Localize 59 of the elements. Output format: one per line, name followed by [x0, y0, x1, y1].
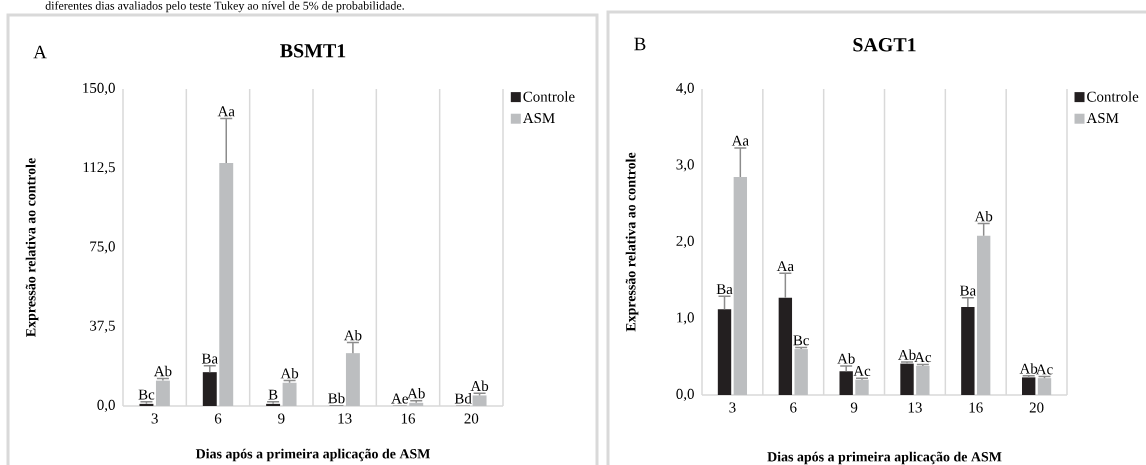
x-axis-title: Dias após a primeira aplicação de ASM [195, 448, 430, 462]
data-label: B [268, 389, 278, 400]
data-label: Ab [470, 380, 489, 392]
data-label: Aa [731, 135, 749, 146]
data-label: Ac [1035, 364, 1053, 375]
y-tick-label: 2,0 [676, 235, 694, 249]
x-tick-label: 20 [1029, 402, 1044, 413]
x-tick-label: 3 [151, 413, 158, 424]
legend-label: ASM [522, 113, 555, 124]
x-tick-label: 9 [850, 402, 858, 413]
data-label: Bb [328, 392, 345, 404]
chart-title: SAGT1 [853, 38, 916, 52]
x-tick-label: 13 [338, 413, 352, 424]
legend-label: Controle [523, 91, 575, 102]
x-tick-label: 16 [969, 402, 983, 413]
text: diferentes dias avaliados pelo teste Tukey ao nível de 5% de probabilidade. [45, 1, 404, 13]
x-tick-label: 6 [790, 402, 797, 413]
data-label: Aa [776, 261, 794, 272]
data-label: Ab [974, 210, 993, 222]
data-label: Ab [407, 388, 425, 399]
x-tick-label: 20 [464, 413, 479, 424]
data-label: Aa [217, 106, 235, 117]
y-axis-title: Expressão relativa ao controle [625, 152, 639, 332]
y-tick-label: 75,0 [90, 241, 115, 254]
data-label: Ae [391, 393, 408, 404]
legend-label: Controle [1087, 91, 1139, 102]
data-label: Ba [959, 285, 976, 296]
data-label: Ab [898, 349, 916, 360]
data-label: Ba [716, 284, 733, 295]
y-tick-label: 1,0 [677, 312, 694, 325]
y-tick-label: 0,0 [97, 399, 115, 413]
y-tick-label: 0,0 [676, 388, 694, 402]
y-tick-label: 37,5 [90, 320, 115, 333]
y-tick-label: 112,5 [83, 162, 115, 175]
x-tick-label: 6 [214, 413, 222, 424]
data-label: Bd [454, 393, 472, 404]
legend-label: ASM [1086, 113, 1119, 124]
data-label: Bc [138, 389, 155, 400]
data-label: Ab [837, 353, 855, 364]
y-tick-label: 3,0 [676, 159, 694, 172]
text: A [33, 45, 47, 59]
text: B [634, 37, 646, 51]
data-label: Ba [201, 353, 218, 364]
y-axis-title: Expressão relativa ao controle [25, 158, 39, 337]
x-axis-title: Dias após a primeira aplicação de ASM [767, 451, 1002, 465]
data-label: Ab [153, 365, 172, 377]
chart-title: BSMT1 [280, 44, 346, 58]
x-tick-label: 9 [278, 413, 285, 424]
x-tick-label: 3 [729, 402, 736, 413]
data-label: Bc [793, 335, 810, 346]
x-tick-label: 16 [401, 413, 416, 424]
y-tick-label: 150,0 [83, 82, 115, 96]
data-label: Ab [280, 367, 299, 379]
data-label: Ab [343, 329, 362, 341]
x-tick-label: 13 [908, 402, 922, 413]
data-label: Ac [914, 352, 932, 363]
y-tick-label: 4,0 [676, 82, 694, 96]
data-label: Ac [853, 365, 871, 376]
data-label: Ab [1019, 363, 1038, 374]
